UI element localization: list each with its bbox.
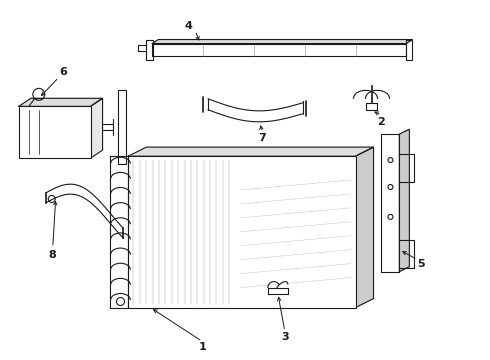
Text: 5: 5 — [417, 259, 425, 269]
Text: 6: 6 — [59, 67, 67, 77]
Bar — [128, 156, 356, 307]
Polygon shape — [382, 134, 399, 272]
Polygon shape — [19, 98, 102, 106]
Polygon shape — [399, 129, 409, 272]
Bar — [19, 106, 91, 158]
Text: 8: 8 — [49, 250, 57, 260]
Polygon shape — [128, 147, 373, 156]
Polygon shape — [19, 106, 91, 158]
Bar — [382, 134, 399, 272]
Bar — [152, 44, 406, 57]
Text: 4: 4 — [184, 21, 192, 31]
Text: 2: 2 — [378, 117, 385, 127]
Polygon shape — [128, 156, 356, 307]
Polygon shape — [152, 44, 406, 57]
Polygon shape — [91, 98, 102, 158]
Bar — [119, 90, 126, 164]
Text: 3: 3 — [281, 332, 289, 342]
Polygon shape — [152, 40, 413, 44]
Bar — [147, 40, 153, 60]
Polygon shape — [356, 147, 373, 307]
Text: 7: 7 — [258, 133, 266, 143]
Text: 1: 1 — [198, 342, 206, 352]
Bar — [406, 40, 413, 60]
